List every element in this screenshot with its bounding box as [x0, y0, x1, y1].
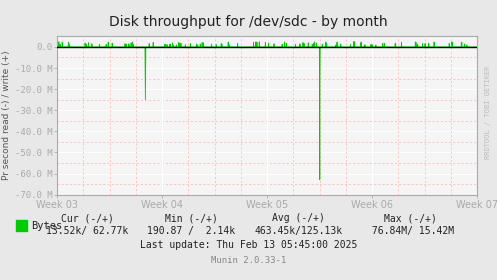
Text: Min (-/+): Min (-/+) [165, 213, 218, 223]
Text: Disk throughput for /dev/sdc - by month: Disk throughput for /dev/sdc - by month [109, 15, 388, 29]
Text: Avg (-/+): Avg (-/+) [272, 213, 325, 223]
Text: Munin 2.0.33-1: Munin 2.0.33-1 [211, 256, 286, 265]
Text: 463.45k/125.13k: 463.45k/125.13k [254, 226, 342, 236]
Text: 13.52k/ 62.77k: 13.52k/ 62.77k [46, 226, 128, 236]
Text: Max (-/+): Max (-/+) [384, 213, 436, 223]
Text: Last update: Thu Feb 13 05:45:00 2025: Last update: Thu Feb 13 05:45:00 2025 [140, 240, 357, 250]
Text: 190.87 /  2.14k: 190.87 / 2.14k [147, 226, 236, 236]
Text: Cur (-/+): Cur (-/+) [61, 213, 113, 223]
Text: Bytes: Bytes [31, 221, 62, 231]
Text: 76.84M/ 15.42M: 76.84M/ 15.42M [366, 226, 454, 236]
Text: RRDTOOL / TOBI OETIKER: RRDTOOL / TOBI OETIKER [485, 65, 491, 159]
Y-axis label: Pr second read (-) / write (+): Pr second read (-) / write (+) [2, 51, 11, 180]
